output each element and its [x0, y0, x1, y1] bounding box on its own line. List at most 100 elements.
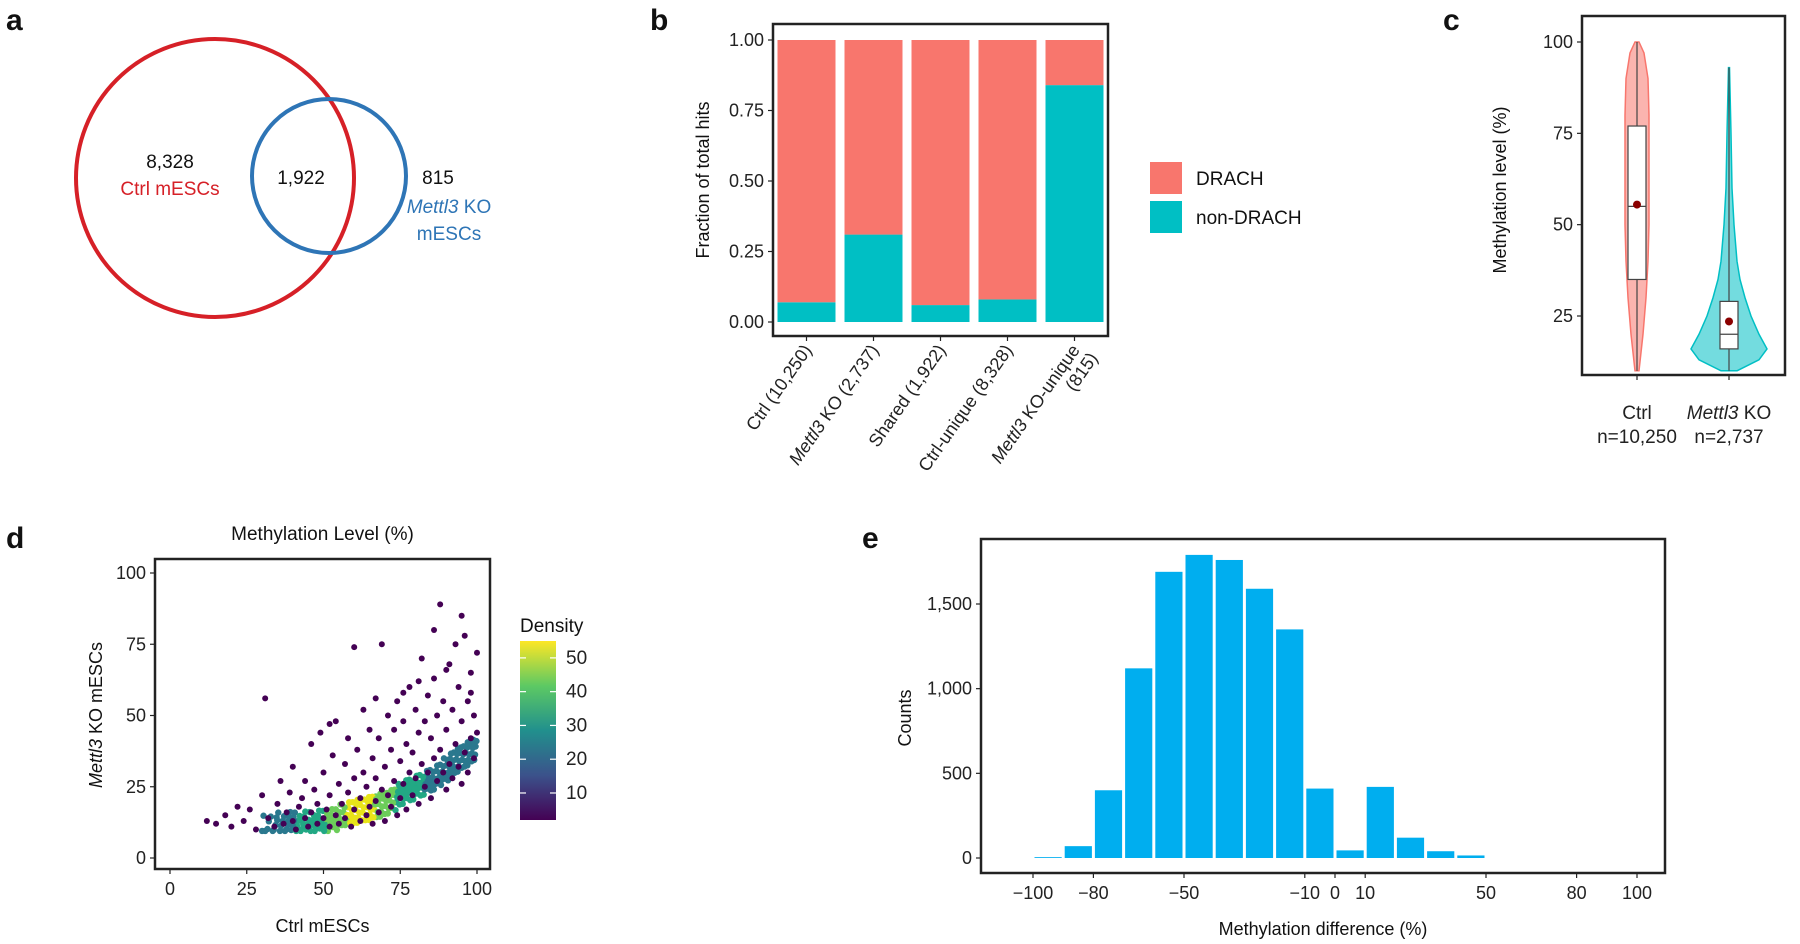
y-tick-label-2: 75 [1553, 123, 1573, 143]
scatter-point-19 [292, 826, 299, 833]
density-dot [447, 750, 455, 757]
density-dot [264, 825, 271, 833]
density-dot [296, 812, 303, 820]
x-axis-label: Methylation difference (%) [1219, 919, 1428, 939]
venn-ctrl-label: Ctrl mESCs [120, 179, 219, 200]
y-tick-label-3: 1,500 [927, 594, 972, 614]
scatter-point-127 [474, 729, 480, 736]
scatter-point-103 [437, 746, 444, 753]
y-axis-label: Methylation level (%) [1490, 106, 1510, 273]
scatter-point-44 [345, 735, 352, 742]
density-dot [462, 757, 469, 765]
sparse-points [203, 601, 480, 833]
density-dot [417, 792, 424, 799]
density-dot [353, 801, 360, 809]
legend: DRACH non-DRACH [1150, 162, 1302, 233]
scatter-point-67 [381, 817, 388, 824]
y-tick-label-4: 1.00 [729, 30, 764, 50]
scatter-point-79 [400, 780, 407, 787]
colorbar [520, 641, 556, 820]
y-tick-label-2: 50 [126, 706, 146, 726]
scatter-point-81 [403, 806, 410, 813]
venn-ko-label-line2: mESCs [417, 224, 481, 245]
scatter-point-100 [434, 712, 441, 719]
x-axis-label: Ctrl mESCs [276, 916, 370, 936]
venn-ctrl-only-count: 8,328 [146, 152, 194, 173]
histogram-bar-0 [1034, 857, 1062, 858]
scatter-point-120 [464, 698, 471, 705]
y-tick-label-1: 50 [1553, 215, 1573, 235]
density-dot [428, 781, 436, 789]
scatter-point-111 [449, 775, 456, 782]
scatter-point-121 [464, 769, 471, 776]
scatter-point-76 [397, 758, 404, 765]
x-tick-label-7: 80 [1567, 883, 1587, 903]
bar-drach-1 [844, 40, 903, 235]
scatter-point-113 [452, 741, 459, 747]
scatter-point-23 [302, 815, 309, 822]
scatter-point-17 [289, 763, 296, 770]
scatter-point-128 [351, 644, 358, 651]
scatter-point-16 [286, 789, 293, 796]
density-dot [298, 825, 306, 833]
density-dot [411, 785, 419, 793]
scatter-point-70 [388, 746, 395, 753]
bar-drach-0 [777, 40, 836, 303]
scatter-point-39 [335, 780, 342, 787]
scatter-point-96 [427, 735, 434, 742]
x-tick-label-6: 50 [1476, 883, 1496, 903]
y-axis-label: Fraction of total hits [693, 101, 713, 258]
scatter-point-89 [415, 800, 422, 807]
density-dot [469, 744, 476, 752]
y-tick-label-2: 0.50 [729, 171, 764, 191]
density-dot [274, 817, 281, 824]
histogram-bar-3 [1125, 668, 1153, 858]
density-dot [328, 805, 336, 813]
scatter-point-53 [360, 769, 367, 776]
venn-diagram: 8,328 Ctrl mESCs 1,922 815 Mettl3 KO mES… [74, 37, 491, 319]
scatter-point-110 [449, 706, 456, 713]
panel-label-a: a [6, 4, 23, 37]
x-tick-label-5: 10 [1355, 883, 1375, 903]
mean-point-1 [1725, 317, 1733, 326]
histogram-bar-1 [1064, 846, 1092, 858]
group-n-0: n=10,250 [1597, 427, 1677, 448]
group-label-0: Ctrl [1622, 403, 1652, 424]
scatter-point-133 [372, 695, 379, 702]
density-dot [456, 757, 463, 765]
scatter-point-91 [418, 760, 425, 767]
scatter-point-104 [440, 698, 447, 705]
scatter-point-82 [406, 684, 413, 690]
scatter-point-99 [431, 755, 438, 762]
y-tick-label-0: 0 [962, 848, 972, 868]
density-dot [392, 806, 399, 814]
histogram-bar-6 [1215, 559, 1243, 858]
scatter-point-41 [338, 800, 345, 807]
bar-non-drach-0 [777, 302, 836, 322]
scatter-point-52 [360, 706, 367, 713]
density-dot [453, 750, 461, 758]
scatter-point-78 [400, 718, 407, 725]
legend-label-1: non-DRACH [1196, 208, 1302, 229]
density-dot [405, 784, 412, 791]
histogram-bar-13 [1427, 851, 1455, 858]
histogram-bar-2 [1094, 790, 1123, 858]
scatter-point-101 [434, 778, 441, 785]
x-tick-label-text: KO (2,737) [813, 341, 883, 429]
scatter-point-107 [443, 786, 450, 793]
y-axis-label: Mettl3 KO mESCs [86, 642, 106, 788]
scatter-point-64 [378, 641, 385, 648]
scatter-point-106 [443, 726, 450, 733]
chart-title: Methylation Level (%) [231, 524, 414, 545]
scatter-point-4 [234, 803, 241, 810]
bar-non-drach-3 [978, 299, 1037, 322]
scatter-point-8 [259, 792, 266, 799]
panel-c-violin-plot: Ctrl n=10,250 Mettl3 KO n=2,737 25 50 75 100 Met… [1490, 14, 1787, 448]
scatter-point-126 [474, 649, 480, 656]
scatter-point-26 [308, 809, 315, 816]
scatter-point-112 [452, 641, 459, 648]
scatter-point-27 [311, 786, 318, 793]
scatter-point-14 [280, 820, 287, 827]
x-tick-label-0: 0 [165, 879, 175, 899]
scatter-point-122 [467, 669, 474, 676]
